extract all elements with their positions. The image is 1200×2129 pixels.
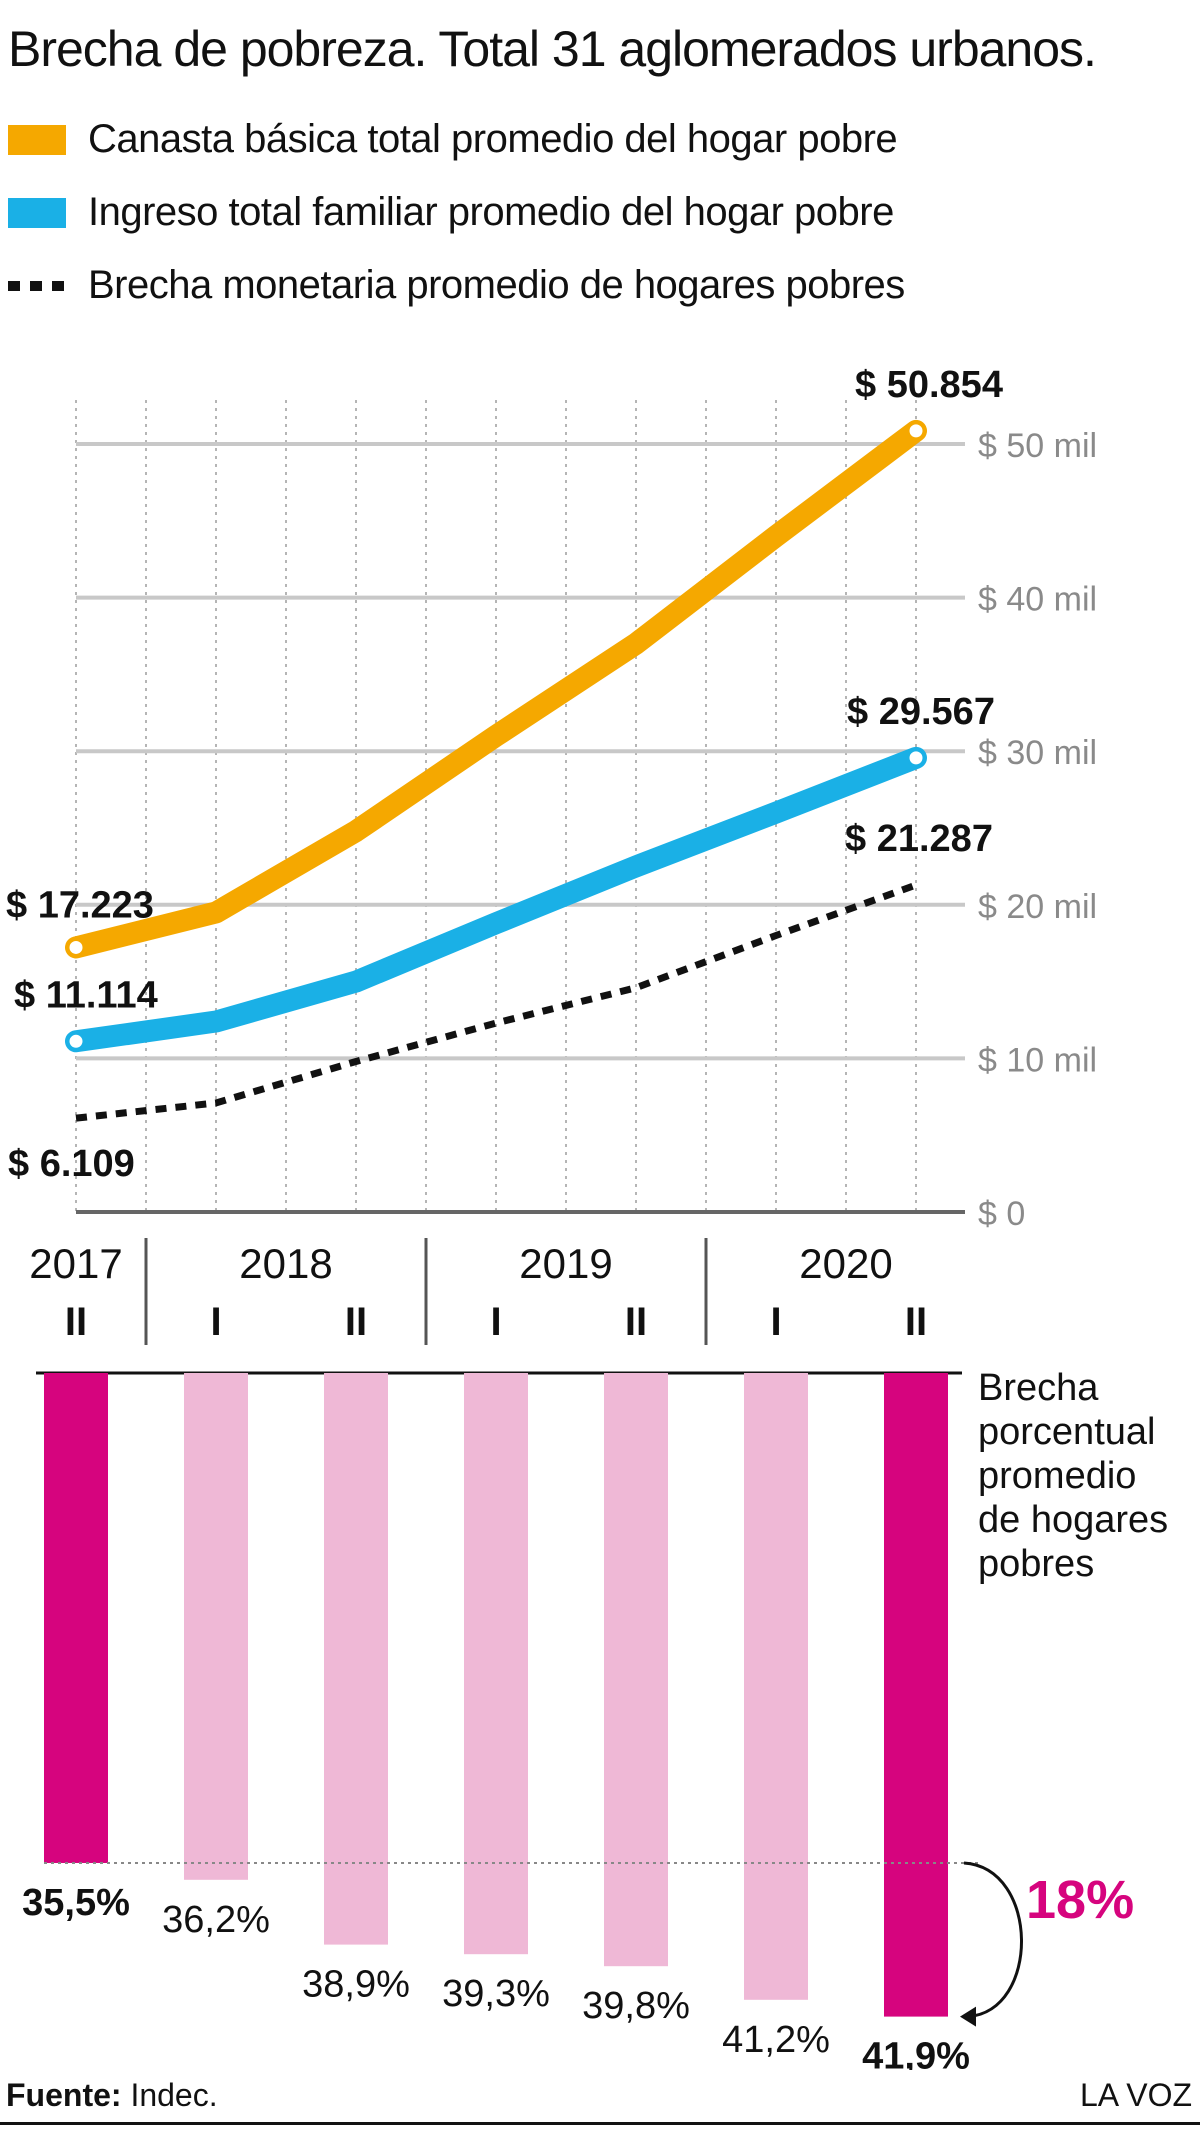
data-label-canasta-last: $ 50.854 <box>855 364 1003 406</box>
series-line-brecha-monetaria <box>75 881 918 1122</box>
legend-item-ingreso: Ingreso total familiar promedio del hoga… <box>8 178 1008 248</box>
bar-2018-I <box>184 1373 248 1880</box>
y-tick-label: $ 0 <box>978 1195 1025 1233</box>
y-tick-label: $ 40 mil <box>978 581 1097 619</box>
line-chart-series <box>65 419 927 1122</box>
arrowhead-icon <box>960 2006 976 2027</box>
bar-2017-II <box>44 1373 108 1863</box>
series-line-canasta <box>65 419 927 959</box>
legend-label-canasta: Canasta básica total promedio del hogar … <box>88 117 898 161</box>
y-tick-label: $ 10 mil <box>978 1041 1097 1079</box>
bar-value-label: 38,9% <box>302 1964 410 2006</box>
legend-swatch-ingreso <box>8 198 66 228</box>
year-label: 2020 <box>799 1240 892 1287</box>
semester-label: I <box>210 1300 221 1344</box>
legend-item-brecha: Brecha monetaria promedio de hogares pob… <box>8 251 1008 321</box>
bar-value-label: 41,9% <box>862 2036 970 2070</box>
bar-chart: 35,5% 36,2% 38,9% 39,3% 39,8% 41,2% 41,9% 18% Br… <box>22 1367 1168 2070</box>
legend-item-canasta: Canasta básica total promedio del hogar … <box>8 105 1008 175</box>
data-label-brecha-last: $ 21.287 <box>845 818 993 860</box>
bar-value-label: 39,8% <box>582 1985 690 2027</box>
bar-value-label: 35,5% <box>22 1882 130 1924</box>
data-label-ingreso-last: $ 29.567 <box>847 691 995 733</box>
semester-label: II <box>625 1300 647 1344</box>
series-endpoint-marker <box>66 937 86 957</box>
change-annotation: 18% <box>1026 1870 1134 1930</box>
source-value: Indec. <box>121 2077 218 2113</box>
chart-title: Brecha de pobreza. Total 31 aglomerados … <box>8 21 1097 77</box>
semester-label: I <box>490 1300 501 1344</box>
series-endpoint-marker <box>906 421 926 441</box>
semester-label: II <box>905 1300 927 1344</box>
series-endpoint-marker <box>66 1031 86 1051</box>
bar-2018-II <box>324 1373 388 1945</box>
year-label: 2019 <box>519 1240 612 1287</box>
data-label-ingreso-first: $ 11.114 <box>14 974 158 1016</box>
bar-value-label: 41,2% <box>722 2019 830 2061</box>
y-tick-label: $ 20 mil <box>978 888 1097 926</box>
legend-label-ingreso: Ingreso total familiar promedio del hoga… <box>88 190 894 234</box>
footer-rule <box>0 2122 1200 2125</box>
data-label-canasta-first: $ 17.223 <box>6 884 154 926</box>
series-line-ingreso <box>65 746 927 1053</box>
semester-label: I <box>770 1300 781 1344</box>
semester-label: II <box>65 1300 87 1344</box>
bar-2019-I <box>464 1373 528 1955</box>
line-chart-grid: $ 0 $ 10 mil $ 20 mil $ 30 mil $ 40 mil $ 50 … <box>75 400 1097 1233</box>
y-tick-label: $ 30 mil <box>978 734 1097 772</box>
year-label: 2018 <box>239 1240 332 1287</box>
increase-arrow-icon <box>963 1861 1023 2019</box>
bar-value-label: 36,2% <box>162 1899 270 1941</box>
data-label-brecha-first: $ 6.109 <box>8 1143 135 1185</box>
series-endpoint-marker <box>906 748 926 768</box>
bar-2020-I <box>744 1373 808 2000</box>
legend-swatch-canasta <box>8 125 66 155</box>
line-chart-labels: $ 50.854 $ 29.567 $ 21.287 $ 17.223 $ 11.114… <box>6 364 1003 1185</box>
bar-2019-II <box>604 1373 668 1967</box>
source-note: Fuente: Indec. <box>6 2075 218 2115</box>
bar-2020-II <box>884 1373 948 2017</box>
legend-swatch-brecha <box>8 281 68 291</box>
bar-chart-title: Brecha porcentual promedio de hogares pobres <box>978 1367 1168 1585</box>
legend-label-brecha: Brecha monetaria promedio de hogares pob… <box>88 263 905 307</box>
brand-logo: LA VOZ <box>1079 2077 1192 2113</box>
year-label: 2017 <box>29 1240 122 1287</box>
source-label: Fuente: <box>6 2077 122 2113</box>
y-tick-label: $ 50 mil <box>978 427 1097 465</box>
chart-canvas: $ 0 $ 10 mil $ 20 mil $ 30 mil $ 40 mil $ 50 … <box>6 364 1168 2070</box>
bar-value-label: 39,3% <box>442 1973 550 2015</box>
semester-label: II <box>345 1300 367 1344</box>
